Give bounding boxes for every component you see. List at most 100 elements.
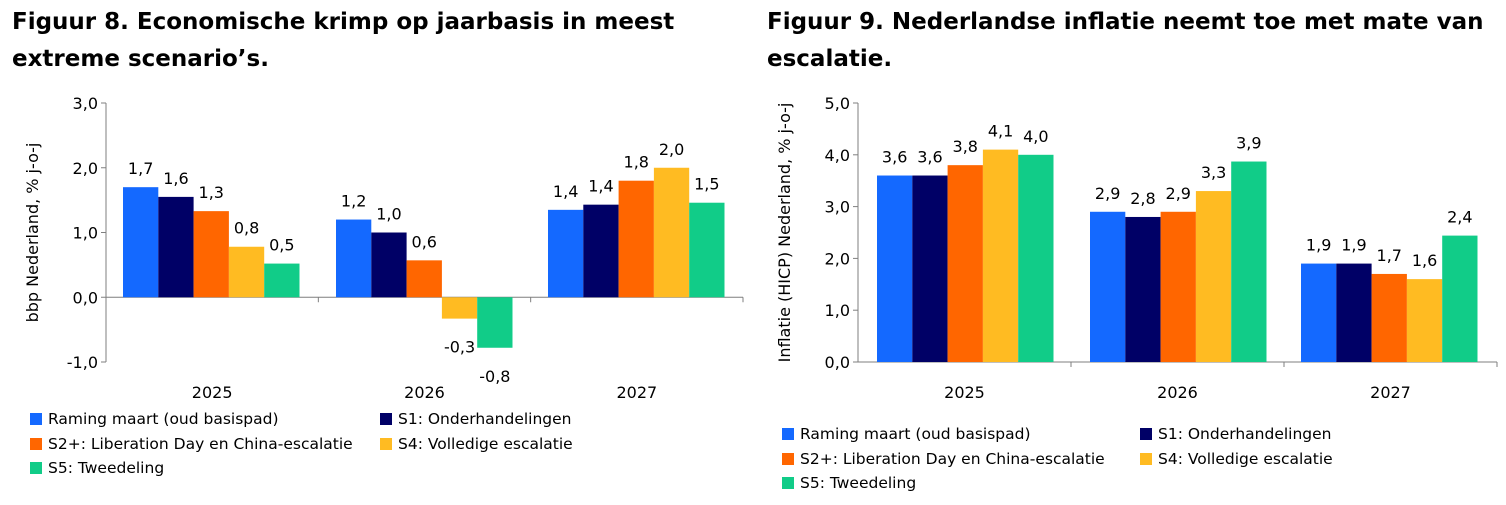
bar bbox=[1231, 161, 1267, 362]
data-label: 1,6 bbox=[1412, 251, 1437, 270]
data-label: 2,0 bbox=[659, 140, 684, 159]
bar bbox=[982, 149, 1019, 362]
data-label: 1,4 bbox=[588, 177, 613, 196]
data-label: 1,2 bbox=[341, 192, 366, 211]
bar bbox=[1018, 154, 1054, 362]
data-label: 1,8 bbox=[624, 153, 649, 172]
data-label: 3,8 bbox=[953, 137, 978, 156]
legend-swatch bbox=[1140, 452, 1152, 465]
data-label: 1,9 bbox=[1306, 236, 1331, 255]
bar bbox=[406, 260, 442, 298]
data-label: 4,0 bbox=[1023, 127, 1048, 146]
bar bbox=[158, 196, 194, 298]
data-label: 1,5 bbox=[694, 175, 719, 194]
legend-swatch bbox=[30, 413, 42, 425]
legend-swatch bbox=[1140, 428, 1152, 440]
bar bbox=[228, 246, 265, 298]
x-tick-label: 2025 bbox=[944, 383, 985, 402]
data-label: 3,6 bbox=[882, 148, 907, 167]
legend-swatch bbox=[782, 477, 794, 489]
bar bbox=[477, 297, 513, 348]
legend-label: Raming maart (oud basispad) bbox=[800, 425, 1031, 443]
figure-9-title: Figuur 9. Nederlandse inflatie neemt toe… bbox=[767, 9, 1484, 72]
data-label: 3,3 bbox=[1201, 163, 1226, 182]
data-label: 2,8 bbox=[1130, 189, 1155, 208]
bar bbox=[1090, 211, 1126, 362]
bar bbox=[1160, 211, 1196, 362]
bar bbox=[1336, 263, 1372, 362]
bar bbox=[618, 180, 654, 298]
y-tick-label: 2,0 bbox=[73, 159, 98, 178]
x-tick-label: 2027 bbox=[616, 383, 657, 402]
bar bbox=[877, 175, 913, 362]
legend-label: Raming maart (oud basispad) bbox=[48, 410, 279, 428]
y-tick-label: 5,0 bbox=[825, 94, 850, 113]
bar bbox=[653, 167, 690, 298]
legend-swatch bbox=[30, 462, 42, 474]
y-axis-title: bbp Nederland, % j-o-j bbox=[23, 143, 42, 323]
x-tick-label: 2025 bbox=[192, 383, 233, 402]
data-label: 3,6 bbox=[917, 148, 942, 167]
figure-9-chart: 0,0 1,0 2,0 3,0 4,0 5,0 2025 2026 2027 Inflatie (… bbox=[775, 94, 1498, 402]
y-tick-label: 0,0 bbox=[825, 353, 850, 372]
bar bbox=[1442, 235, 1478, 362]
legend-label: S1: Onderhandelingen bbox=[398, 410, 572, 428]
legend-swatch bbox=[30, 437, 42, 450]
y-axis-title: Inflatie (HICP) Nederland, % j-o-j bbox=[775, 103, 794, 363]
data-label: 1,6 bbox=[163, 169, 188, 188]
data-label: 1,3 bbox=[199, 183, 224, 202]
legend-item: Raming maart (oud basispad) bbox=[782, 425, 1031, 443]
legend-item: S1: Onderhandelingen bbox=[380, 410, 572, 428]
legend-swatch bbox=[782, 428, 794, 440]
x-tick-label: 2026 bbox=[1157, 383, 1198, 402]
legend-item: S2+: Liberation Day en China-escalatie bbox=[30, 435, 353, 453]
data-label: 4,1 bbox=[988, 122, 1013, 141]
data-label: 1,9 bbox=[1341, 236, 1366, 255]
legend-item: Raming maart (oud basispad) bbox=[30, 410, 279, 428]
x-tick-label: 2027 bbox=[1370, 383, 1411, 402]
data-label: 2,9 bbox=[1166, 184, 1191, 203]
y-tick-label: 3,0 bbox=[73, 94, 98, 113]
bar bbox=[548, 209, 584, 298]
bar bbox=[1125, 216, 1161, 362]
figure-9-panel: Figuur 9. Nederlandse inflatie neemt toe… bbox=[753, 0, 1506, 505]
legend-label: S1: Onderhandelingen bbox=[1158, 425, 1332, 443]
bar bbox=[1301, 263, 1337, 362]
data-label: 1,0 bbox=[376, 205, 401, 224]
legend-item: S2+: Liberation Day en China-escalatie bbox=[782, 450, 1105, 468]
data-label: -0,8 bbox=[479, 367, 510, 386]
y-tick-label: 3,0 bbox=[825, 198, 850, 217]
legend-label: S4: Volledige escalatie bbox=[398, 434, 573, 453]
data-label: 2,4 bbox=[1447, 208, 1472, 227]
bar bbox=[1406, 279, 1443, 362]
figure-8-panel: Figuur 8. Economische krimp op jaarbasis… bbox=[12, 9, 744, 477]
legend-item: S5: Tweedeling bbox=[30, 459, 164, 477]
y-tick-label: 1,0 bbox=[825, 301, 850, 320]
bar bbox=[1371, 273, 1407, 362]
bar bbox=[193, 211, 229, 298]
legend-label: S5: Tweedeling bbox=[800, 474, 917, 492]
y-tick-label: 2,0 bbox=[825, 249, 850, 268]
y-tick-label: 4,0 bbox=[825, 146, 850, 165]
bar bbox=[123, 187, 159, 298]
data-label: 2,9 bbox=[1095, 184, 1120, 203]
x-tick-label: 2026 bbox=[404, 383, 445, 402]
legend-label: S2+: Liberation Day en China-escalatie bbox=[800, 449, 1105, 468]
legend-label: S5: Tweedeling bbox=[48, 459, 165, 477]
data-label: 1,4 bbox=[553, 182, 578, 201]
legend-swatch bbox=[380, 413, 392, 425]
data-label: 1,7 bbox=[1377, 246, 1402, 265]
data-label: 0,6 bbox=[412, 232, 437, 251]
figure-8-chart: -1,0 0,0 1,0 2,0 3,0 2025 2026 2027 bbp Nederlan… bbox=[23, 94, 744, 402]
legend-swatch bbox=[380, 437, 392, 450]
legend-item: S4: Volledige escalatie bbox=[380, 435, 573, 453]
bar bbox=[336, 219, 372, 298]
legend-item: S1: Onderhandelingen bbox=[1140, 425, 1332, 443]
legend-item: S4: Volledige escalatie bbox=[1140, 450, 1333, 468]
y-tick-label: 1,0 bbox=[73, 224, 98, 243]
legend-label: S4: Volledige escalatie bbox=[1158, 449, 1333, 468]
bar bbox=[441, 297, 478, 319]
figure-8-title: Figuur 8. Economische krimp op jaarbasis… bbox=[12, 9, 675, 72]
bar bbox=[583, 204, 619, 298]
data-label: -0,3 bbox=[444, 338, 475, 357]
